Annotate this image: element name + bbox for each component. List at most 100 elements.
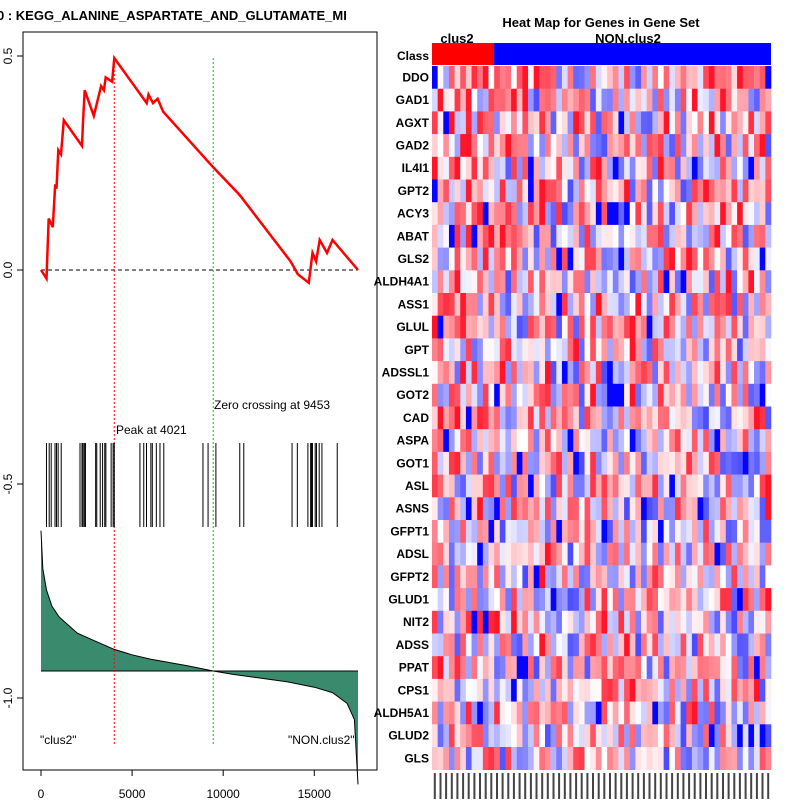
heatmap-cell [528,315,534,339]
heatmap-cell [471,361,478,385]
gene-row-label: NIT2 [403,615,429,629]
heatmap-cell [465,111,472,135]
heatmap-cell [624,633,631,657]
heatmap-cell [674,293,681,316]
heatmap-cell [465,474,472,498]
heatmap-cell [454,588,461,612]
heatmap-cell [465,429,472,453]
heatmap-cell [460,497,467,521]
y-tick-label: 0.5 [1,47,15,64]
heatmap-cell [448,247,455,271]
heatmap-cell [471,179,478,203]
heatmap-cell [703,315,710,339]
heatmap-cell [697,701,704,725]
heatmap-cell [488,134,495,158]
heatmap-cell [759,451,766,475]
heatmap-cell [448,610,455,634]
heatmap-cell [703,565,710,589]
heatmap-cell [448,542,455,566]
heatmap-cell [720,701,727,725]
heatmap-cell [499,383,506,407]
heatmap-cell [748,406,755,430]
heatmap-cell [737,338,744,362]
heatmap-cell [567,224,574,248]
heatmap-cell [641,724,647,748]
heatmap-cell [759,724,766,748]
heatmap-cell [432,588,438,612]
heatmap-cell [477,747,484,770]
heatmap-cell [624,270,631,294]
heatmap-cell [533,270,540,294]
heatmap-cell [703,724,710,748]
heatmap-cell [674,429,681,453]
heatmap-cell [669,270,676,294]
heatmap-cell [494,724,501,748]
heatmap-cell [533,656,540,680]
heatmap-cell [612,247,619,271]
heatmap-cell [624,66,631,89]
heatmap-cell [573,270,580,294]
heatmap-cell [725,88,732,112]
heatmap-cell [494,701,501,725]
heatmap-cell [686,588,693,612]
sample-column-label-mark [648,773,651,799]
heatmap-cell [550,179,557,203]
heatmap-cell [697,270,704,294]
heatmap-cell [759,520,766,543]
heatmap-cell [663,224,670,248]
heatmap-cell [511,383,518,407]
heatmap-cell [697,451,704,475]
heatmap-cell [680,520,687,543]
heatmap-cell [629,633,636,657]
heatmap-cell [686,406,693,430]
heatmap-cell [629,224,636,248]
heatmap-cell [595,520,602,543]
heatmap-cell [454,224,461,248]
heatmap-cell [624,724,631,748]
heatmap-cell [708,134,715,158]
heatmap-cell [720,66,727,89]
heatmap-cell [635,474,642,498]
heatmap-cell [448,406,455,430]
sample-column-label-mark [609,773,611,799]
heatmap-cell [669,747,676,770]
heatmap-cell [556,633,563,657]
sample-column-label-mark [490,773,493,799]
heatmap-cell [511,88,518,112]
heatmap-cell [477,88,484,112]
heatmap-cell [765,134,772,158]
heatmap-cell [556,656,563,680]
heatmap-cell [590,383,597,407]
heatmap-cell [714,474,721,498]
heatmap-cell [573,429,580,453]
heatmap-cell [561,520,568,543]
heatmap-cell [584,610,591,634]
heatmap-cell [601,88,608,112]
heatmap-cell [720,361,727,385]
sample-column-label-mark [614,773,617,799]
heatmap-cell [658,406,664,430]
heatmap-cell [567,747,574,770]
heatmap-cell [584,451,591,475]
heatmap-cell [539,588,546,612]
heatmap-cell [601,270,608,294]
heatmap-cell [748,451,755,475]
heatmap-cell [443,406,450,430]
heatmap-cell [624,179,631,203]
heatmap-cell [488,88,495,112]
heatmap-cell [561,66,568,89]
heatmap-cell [443,542,450,566]
heatmap-cell [550,247,557,271]
heatmap-cell [511,656,518,680]
heatmap-cell [590,520,597,543]
heatmap-cell [708,361,715,385]
heatmap-cell [528,610,534,634]
heatmap-cell [708,156,715,180]
heatmap-cell [432,429,438,453]
heatmap-cell [437,701,444,725]
heatmap-cell [556,134,563,158]
heatmap-cell [742,678,749,702]
gene-row-label: PPAT [399,661,430,675]
sample-column-label-mark [631,773,634,799]
heatmap-cell [731,179,738,203]
